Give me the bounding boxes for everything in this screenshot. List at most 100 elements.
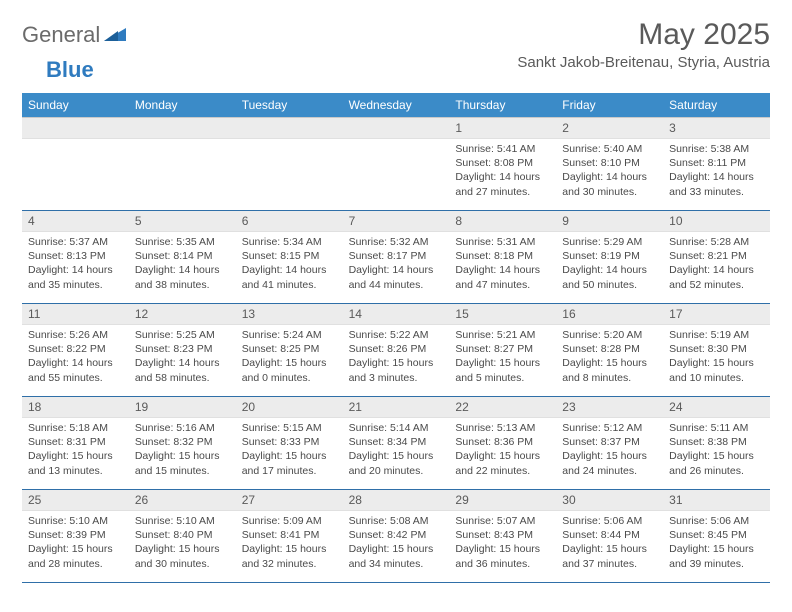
sunrise-text: Sunrise: 5:26 AM — [28, 328, 123, 342]
day-details: Sunrise: 5:31 AMSunset: 8:18 PMDaylight:… — [449, 232, 556, 296]
weeks-container: 1Sunrise: 5:41 AMSunset: 8:08 PMDaylight… — [22, 117, 770, 583]
day-cell: 15Sunrise: 5:21 AMSunset: 8:27 PMDayligh… — [449, 304, 556, 396]
sunset-text: Sunset: 8:39 PM — [28, 528, 123, 542]
day-number: 13 — [236, 304, 343, 325]
sunrise-text: Sunrise: 5:08 AM — [349, 514, 444, 528]
day-cell: 31Sunrise: 5:06 AMSunset: 8:45 PMDayligh… — [663, 490, 770, 582]
day-number: 12 — [129, 304, 236, 325]
day-details: Sunrise: 5:13 AMSunset: 8:36 PMDaylight:… — [449, 418, 556, 482]
day-details: Sunrise: 5:38 AMSunset: 8:11 PMDaylight:… — [663, 139, 770, 203]
sunset-text: Sunset: 8:44 PM — [562, 528, 657, 542]
day-details: Sunrise: 5:10 AMSunset: 8:39 PMDaylight:… — [22, 511, 129, 575]
day-details: Sunrise: 5:29 AMSunset: 8:19 PMDaylight:… — [556, 232, 663, 296]
day-cell: 12Sunrise: 5:25 AMSunset: 8:23 PMDayligh… — [129, 304, 236, 396]
sunset-text: Sunset: 8:30 PM — [669, 342, 764, 356]
logo-triangle-icon — [104, 25, 126, 46]
day-cell: 14Sunrise: 5:22 AMSunset: 8:26 PMDayligh… — [343, 304, 450, 396]
day-details: Sunrise: 5:22 AMSunset: 8:26 PMDaylight:… — [343, 325, 450, 389]
day-number: 28 — [343, 490, 450, 511]
day-cell: 2Sunrise: 5:40 AMSunset: 8:10 PMDaylight… — [556, 118, 663, 210]
day-number: 7 — [343, 211, 450, 232]
sunset-text: Sunset: 8:26 PM — [349, 342, 444, 356]
weekday-thu: Thursday — [449, 93, 556, 117]
daylight-text: Daylight: 15 hours and 32 minutes. — [242, 542, 337, 570]
day-details: Sunrise: 5:10 AMSunset: 8:40 PMDaylight:… — [129, 511, 236, 575]
day-cell: 20Sunrise: 5:15 AMSunset: 8:33 PMDayligh… — [236, 397, 343, 489]
sunrise-text: Sunrise: 5:15 AM — [242, 421, 337, 435]
day-details: Sunrise: 5:08 AMSunset: 8:42 PMDaylight:… — [343, 511, 450, 575]
daylight-text: Daylight: 14 hours and 35 minutes. — [28, 263, 123, 291]
daylight-text: Daylight: 15 hours and 39 minutes. — [669, 542, 764, 570]
location: Sankt Jakob-Breitenau, Styria, Austria — [517, 54, 770, 71]
sunset-text: Sunset: 8:08 PM — [455, 156, 550, 170]
daylight-text: Daylight: 14 hours and 30 minutes. — [562, 170, 657, 198]
sunrise-text: Sunrise: 5:22 AM — [349, 328, 444, 342]
weekday-wed: Wednesday — [343, 93, 450, 117]
day-number: 24 — [663, 397, 770, 418]
day-number: 9 — [556, 211, 663, 232]
sunrise-text: Sunrise: 5:25 AM — [135, 328, 230, 342]
day-details: Sunrise: 5:32 AMSunset: 8:17 PMDaylight:… — [343, 232, 450, 296]
sunset-text: Sunset: 8:23 PM — [135, 342, 230, 356]
sunset-text: Sunset: 8:27 PM — [455, 342, 550, 356]
sunrise-text: Sunrise: 5:07 AM — [455, 514, 550, 528]
day-details: Sunrise: 5:11 AMSunset: 8:38 PMDaylight:… — [663, 418, 770, 482]
sunset-text: Sunset: 8:10 PM — [562, 156, 657, 170]
day-number: 10 — [663, 211, 770, 232]
daylight-text: Daylight: 15 hours and 26 minutes. — [669, 449, 764, 477]
sunset-text: Sunset: 8:34 PM — [349, 435, 444, 449]
weekday-sat: Saturday — [663, 93, 770, 117]
day-cell: 18Sunrise: 5:18 AMSunset: 8:31 PMDayligh… — [22, 397, 129, 489]
day-cell: 28Sunrise: 5:08 AMSunset: 8:42 PMDayligh… — [343, 490, 450, 582]
day-cell: 6Sunrise: 5:34 AMSunset: 8:15 PMDaylight… — [236, 211, 343, 303]
sunrise-text: Sunrise: 5:12 AM — [562, 421, 657, 435]
daylight-text: Daylight: 15 hours and 30 minutes. — [135, 542, 230, 570]
day-details: Sunrise: 5:14 AMSunset: 8:34 PMDaylight:… — [343, 418, 450, 482]
sunset-text: Sunset: 8:15 PM — [242, 249, 337, 263]
daylight-text: Daylight: 14 hours and 55 minutes. — [28, 356, 123, 384]
weekday-sun: Sunday — [22, 93, 129, 117]
sunrise-text: Sunrise: 5:06 AM — [562, 514, 657, 528]
day-details: Sunrise: 5:20 AMSunset: 8:28 PMDaylight:… — [556, 325, 663, 389]
sunset-text: Sunset: 8:25 PM — [242, 342, 337, 356]
daylight-text: Daylight: 15 hours and 0 minutes. — [242, 356, 337, 384]
day-details: Sunrise: 5:07 AMSunset: 8:43 PMDaylight:… — [449, 511, 556, 575]
day-number: 14 — [343, 304, 450, 325]
day-number: 15 — [449, 304, 556, 325]
month-title: May 2025 — [517, 18, 770, 52]
daylight-text: Daylight: 15 hours and 10 minutes. — [669, 356, 764, 384]
day-number: 19 — [129, 397, 236, 418]
day-number: 26 — [129, 490, 236, 511]
daylight-text: Daylight: 14 hours and 27 minutes. — [455, 170, 550, 198]
week-row: 11Sunrise: 5:26 AMSunset: 8:22 PMDayligh… — [22, 304, 770, 397]
sunrise-text: Sunrise: 5:34 AM — [242, 235, 337, 249]
logo-text-2: Blue — [22, 57, 94, 83]
daylight-text: Daylight: 15 hours and 34 minutes. — [349, 542, 444, 570]
day-number: 3 — [663, 118, 770, 139]
week-row: 1Sunrise: 5:41 AMSunset: 8:08 PMDaylight… — [22, 118, 770, 211]
sunrise-text: Sunrise: 5:31 AM — [455, 235, 550, 249]
weekday-row: Sunday Monday Tuesday Wednesday Thursday… — [22, 93, 770, 117]
day-details: Sunrise: 5:06 AMSunset: 8:45 PMDaylight:… — [663, 511, 770, 575]
daylight-text: Daylight: 14 hours and 47 minutes. — [455, 263, 550, 291]
day-number: 22 — [449, 397, 556, 418]
sunrise-text: Sunrise: 5:35 AM — [135, 235, 230, 249]
day-details: Sunrise: 5:18 AMSunset: 8:31 PMDaylight:… — [22, 418, 129, 482]
day-cell — [22, 118, 129, 210]
day-number: 11 — [22, 304, 129, 325]
week-row: 18Sunrise: 5:18 AMSunset: 8:31 PMDayligh… — [22, 397, 770, 490]
day-number — [129, 118, 236, 139]
sunset-text: Sunset: 8:45 PM — [669, 528, 764, 542]
daylight-text: Daylight: 15 hours and 22 minutes. — [455, 449, 550, 477]
sunrise-text: Sunrise: 5:32 AM — [349, 235, 444, 249]
day-number: 30 — [556, 490, 663, 511]
sunset-text: Sunset: 8:31 PM — [28, 435, 123, 449]
daylight-text: Daylight: 15 hours and 37 minutes. — [562, 542, 657, 570]
sunrise-text: Sunrise: 5:18 AM — [28, 421, 123, 435]
week-row: 25Sunrise: 5:10 AMSunset: 8:39 PMDayligh… — [22, 490, 770, 583]
sunset-text: Sunset: 8:41 PM — [242, 528, 337, 542]
sunset-text: Sunset: 8:40 PM — [135, 528, 230, 542]
sunset-text: Sunset: 8:19 PM — [562, 249, 657, 263]
daylight-text: Daylight: 15 hours and 3 minutes. — [349, 356, 444, 384]
day-number — [22, 118, 129, 139]
